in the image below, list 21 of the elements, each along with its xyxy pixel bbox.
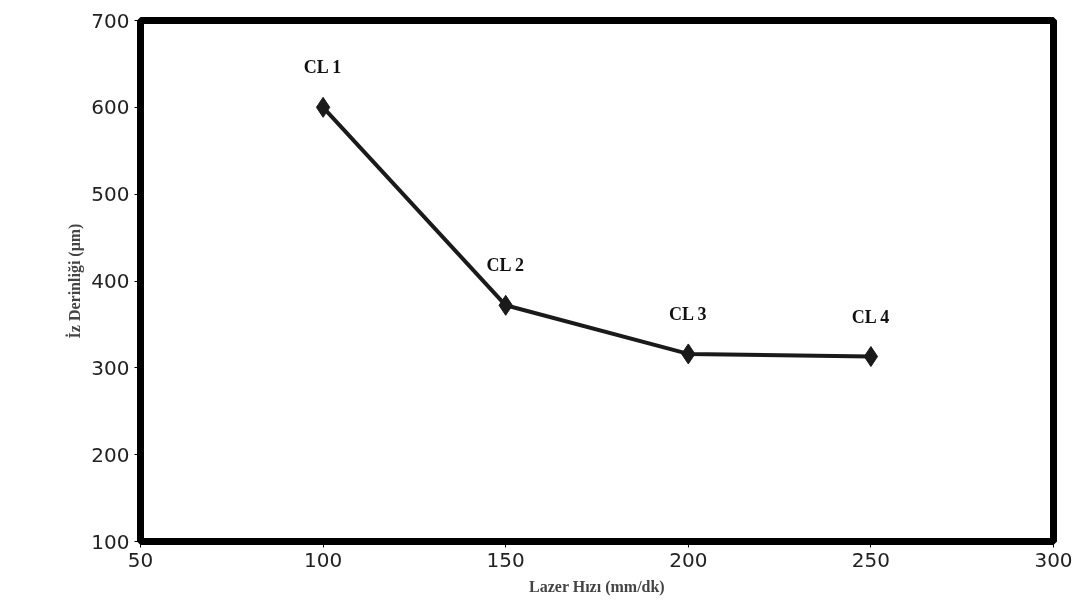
- y-tick-label: 300: [91, 355, 130, 380]
- point: [315, 96, 331, 118]
- y-axis-title: İz Derinliği (μm): [65, 223, 85, 339]
- y-tick-label: 500: [91, 182, 130, 207]
- y-tick-label: 100: [91, 529, 130, 554]
- annotation: CL 4: [851, 306, 890, 327]
- x-tick-label: 150: [486, 547, 525, 572]
- x-tick-label: 300: [1034, 547, 1073, 572]
- x-tick-label: 200: [669, 547, 708, 572]
- y-tick-label: 700: [91, 8, 130, 33]
- annotation: CL 3: [669, 303, 707, 324]
- annotation: CL 1: [303, 57, 342, 78]
- point: [863, 346, 879, 368]
- y-tick-label: 600: [91, 95, 130, 120]
- x-axis-title: Lazer Hızı (mm/dk): [529, 577, 665, 596]
- x-tick-label: 250: [851, 547, 890, 572]
- x-tick-label: 50: [127, 547, 154, 572]
- annotation: CL 2: [486, 255, 524, 276]
- y-tick-label: 200: [91, 442, 130, 467]
- x-tick-label: 100: [304, 547, 343, 572]
- y-tick-label: 400: [91, 269, 130, 293]
